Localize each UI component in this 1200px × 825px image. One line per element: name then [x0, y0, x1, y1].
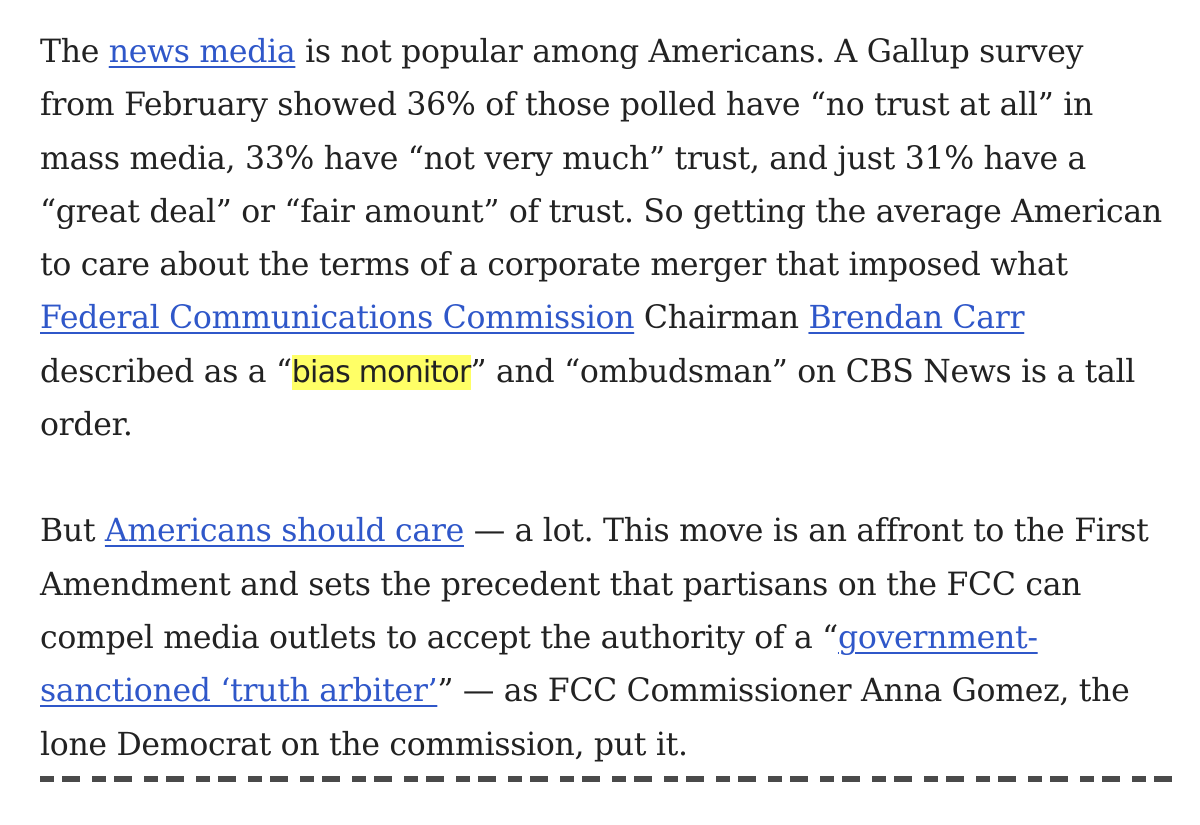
paragraph-line: sanctioned ‘truth arbiter’” — as FCC Com…: [40, 665, 1170, 718]
paragraph-line: “great deal” or “fair amount” of trust. …: [40, 193, 1162, 230]
truth-arbiter-link-part2[interactable]: sanctioned ‘truth arbiter’: [40, 673, 438, 710]
paragraph-line: to care about the terms of a corporate m…: [40, 247, 1068, 284]
paragraph-line: But Americans should care — a lot. This …: [40, 505, 1170, 558]
text-segment: described as a “: [40, 353, 292, 390]
cropped-text-fragment: [40, 776, 1180, 782]
truth-arbiter-link-part1[interactable]: government-: [837, 619, 1038, 656]
paragraph-line: The news media is not popular among Amer…: [40, 26, 1170, 79]
fcc-link[interactable]: Federal Communications Commission: [40, 300, 635, 337]
paragraph-2: But Americans should care — a lot. This …: [40, 505, 1170, 771]
text-segment: ” — as FCC Commissioner Anna Gomez, the: [437, 673, 1130, 710]
text-segment: The: [40, 34, 109, 70]
paragraph-line: from February showed 36% of those polled…: [40, 87, 1093, 124]
text-segment: Chairman: [634, 300, 809, 337]
paragraph-line: mass media, 33% have “not very much” tru…: [40, 140, 1087, 177]
paragraph-line: described as a “bias monitor” and “ombud…: [40, 346, 1170, 399]
text-segment: compel media outlets to accept the autho…: [40, 619, 838, 656]
americans-should-care-link[interactable]: Americans should care: [104, 513, 464, 550]
paragraph-line: compel media outlets to accept the autho…: [40, 612, 1170, 665]
text-segment: — a lot. This move is an affront to the …: [463, 513, 1149, 550]
news-media-link[interactable]: news media: [108, 34, 296, 70]
highlighted-text: bias monitor: [291, 354, 471, 390]
paragraph-line: order.: [40, 407, 133, 444]
paragraph-line: lone Democrat on the commission, put it.: [40, 726, 688, 763]
text-segment: ” and “ombudsman” on CBS News is a tall: [470, 353, 1136, 390]
text-segment: is not popular among Americans. A Gallup…: [295, 34, 1084, 70]
paragraph-1: The news media is not popular among Amer…: [40, 26, 1170, 452]
paragraph-line: Amendment and sets the precedent that pa…: [40, 566, 1082, 603]
article-body: The news media is not popular among Amer…: [40, 26, 1170, 825]
paragraph-line: Federal Communications Commission Chairm…: [40, 292, 1170, 345]
cropped-text-line: [40, 770, 1180, 794]
brendan-carr-link[interactable]: Brendan Carr: [808, 300, 1025, 337]
text-segment: But: [40, 513, 105, 550]
